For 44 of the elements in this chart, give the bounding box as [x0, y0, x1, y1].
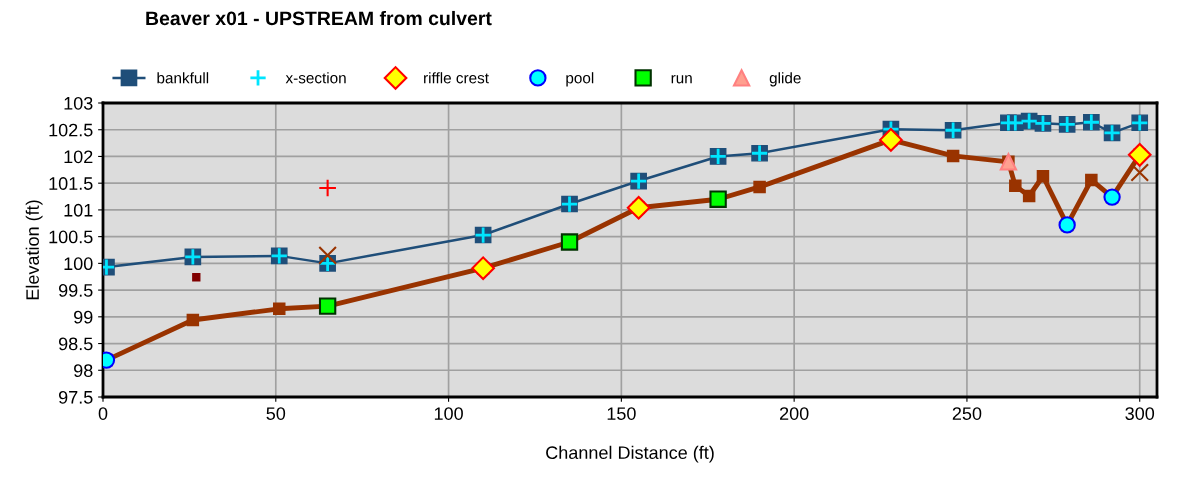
- point: [1009, 179, 1022, 193]
- point: [1085, 173, 1098, 187]
- point: [1036, 169, 1050, 183]
- point: [1130, 163, 1150, 182]
- y-axis-title: Elevation (ft): [25, 200, 43, 300]
- point: [186, 313, 200, 327]
- legend-label: glide: [769, 72, 801, 87]
- x-tick-label: 100: [434, 407, 463, 420]
- point: [192, 273, 201, 282]
- y-tick-label: 102: [64, 150, 93, 164]
- y-tick-label: 99.5: [58, 284, 93, 297]
- x-tick-label: 200: [780, 407, 809, 420]
- y-tick-label: 99: [74, 310, 93, 324]
- x-tick-label: 300: [1125, 407, 1155, 420]
- y-tick-label: 101: [64, 203, 93, 217]
- x-axis-title: Channel Distance (ft): [546, 445, 714, 463]
- legend-label: bankfull: [157, 72, 209, 84]
- point: [753, 180, 766, 194]
- point: [626, 195, 651, 220]
- point: [879, 128, 903, 152]
- x-tick-label: 0: [98, 407, 108, 420]
- y-tick-label: 101.5: [49, 177, 93, 190]
- point: [1127, 143, 1152, 167]
- y-tick-label: 103: [64, 96, 93, 110]
- legend-label: pool: [566, 72, 594, 87]
- y-tick-label: 100.5: [49, 230, 93, 244]
- x-tick-label: 250: [952, 407, 982, 420]
- y-tick-label: 98: [74, 364, 93, 377]
- point: [318, 178, 337, 198]
- x-tick-label: 150: [607, 407, 636, 420]
- point: [272, 302, 286, 316]
- legend-label: riffle crest: [424, 72, 489, 84]
- point: [1022, 189, 1036, 203]
- y-tick-label: 98.5: [58, 337, 93, 351]
- legend-label: x-section: [285, 72, 346, 84]
- point: [946, 149, 960, 163]
- y-tick-label: 100: [64, 257, 93, 271]
- point: [318, 245, 337, 265]
- y-tick-label: 97.5: [58, 390, 93, 404]
- legend-label: run: [671, 75, 692, 84]
- point: [471, 256, 495, 281]
- y-tick-label: 102.5: [49, 123, 93, 137]
- chart-title: Beaver x01 - UPSTREAM from culvert: [146, 10, 492, 26]
- x-tick-label: 50: [266, 407, 286, 420]
